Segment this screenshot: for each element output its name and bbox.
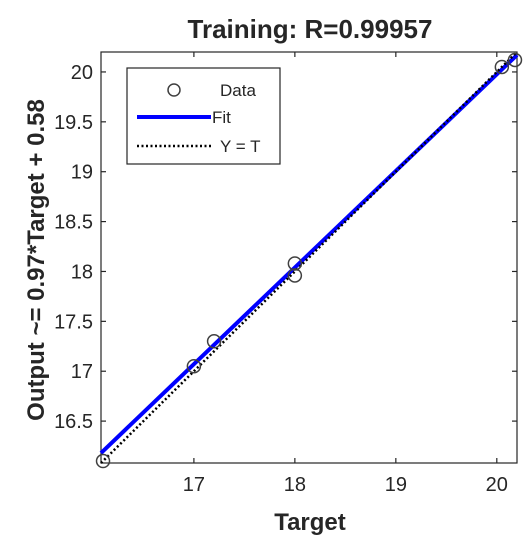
data-point	[186, 358, 202, 374]
chart-title: Training: R=0.99957	[188, 14, 433, 44]
data-point	[494, 59, 510, 75]
legend-fit-label: Fit	[212, 108, 231, 127]
legend-yt-label: Y = T	[220, 137, 260, 156]
data-point	[507, 52, 523, 68]
plot-area: 17 18 19 20 16.5 17 17.5 18 18.5 19 19.5 20	[54, 51, 523, 496]
y-tick-label: 18	[71, 261, 93, 283]
data-point	[287, 256, 303, 271]
data-point	[287, 268, 303, 283]
y-tick-label: 19.5	[54, 112, 93, 134]
identity-line	[100, 51, 518, 464]
y-tick-label: 16.5	[54, 411, 93, 433]
x-tick-label: 19	[385, 474, 407, 496]
legend-data-marker	[167, 83, 181, 97]
y-tick-label: 18.5	[54, 212, 93, 234]
y-axis-label: Output ~= 0.97*Target + 0.58	[23, 99, 50, 421]
legend-data-label: Data	[220, 81, 256, 100]
x-tick-label: 18	[284, 474, 306, 496]
y-tick-label: 19	[71, 162, 93, 184]
legend: Data Fit Y = T	[126, 67, 281, 165]
y-tick-label: 17	[71, 361, 93, 383]
x-axis-label: Target	[274, 509, 346, 536]
data-point	[95, 453, 111, 469]
x-tick-label: 20	[486, 474, 508, 496]
y-tick-label: 17.5	[54, 311, 93, 333]
x-tick-label: 17	[183, 474, 205, 496]
data-point	[206, 334, 222, 349]
y-tick-label: 20	[71, 62, 93, 84]
